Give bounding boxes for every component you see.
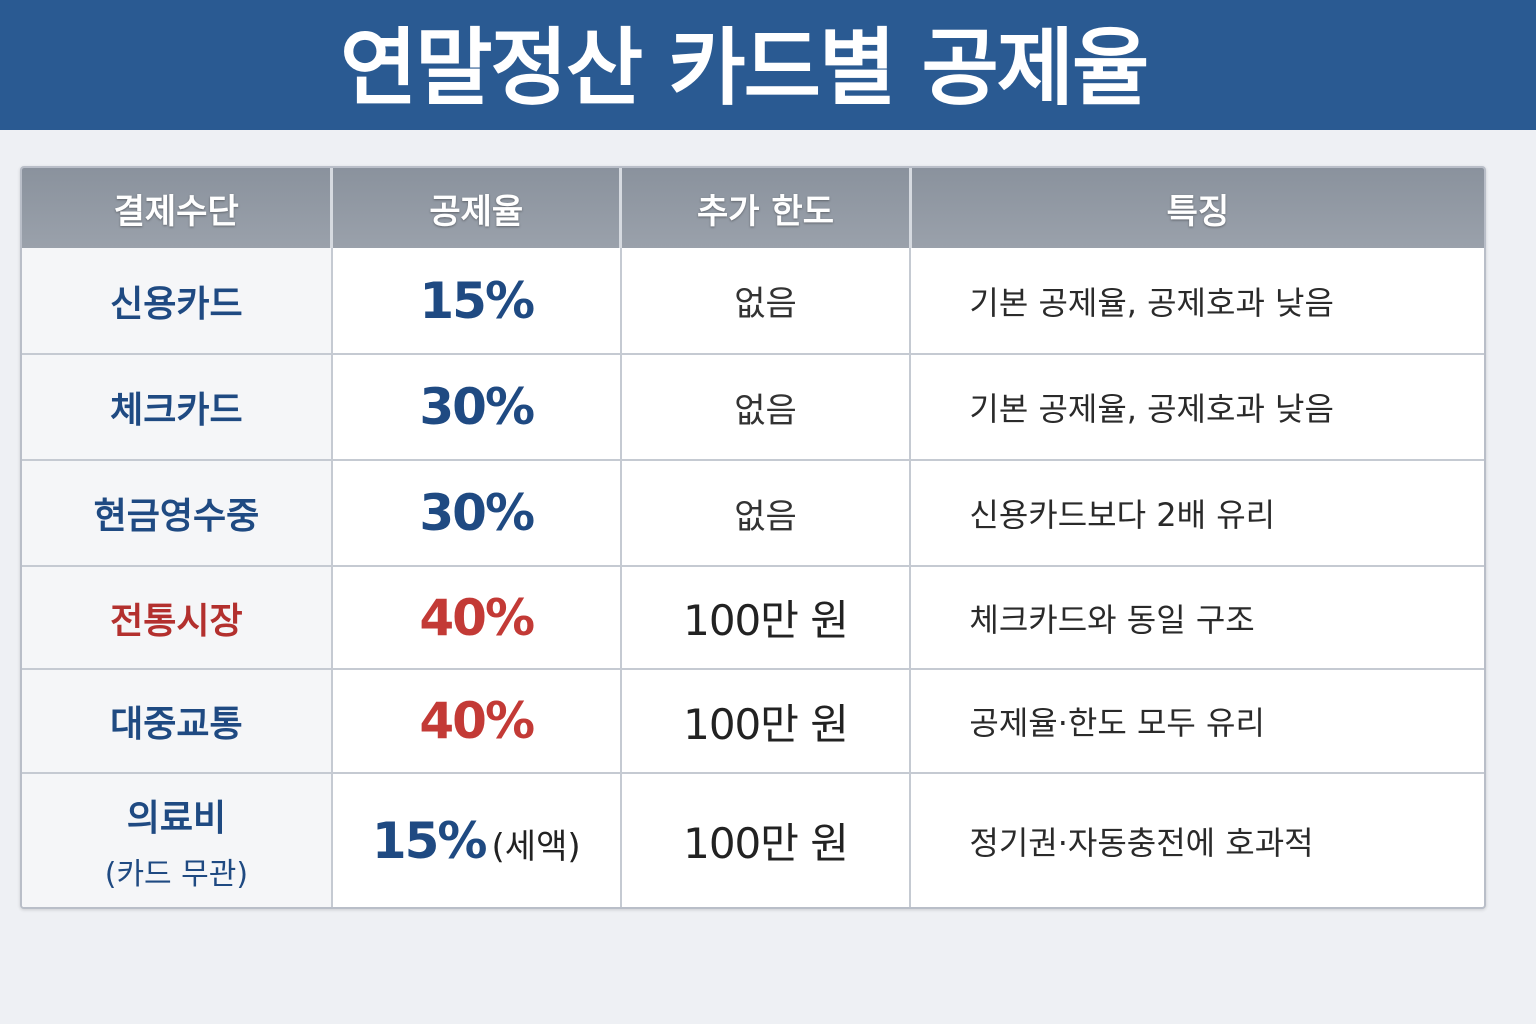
method-label: 신용카드 [110, 283, 243, 325]
rate-cell: 15% (세액) [331, 773, 622, 907]
method-label: 의료비 [126, 797, 227, 839]
method-sublabel: (카드 무관) [104, 856, 249, 892]
limit-cell: 없음 [620, 354, 912, 461]
limit-value: 없음 [734, 284, 797, 324]
limit-value: 없음 [734, 496, 797, 537]
header-features: 특징 [910, 168, 1484, 248]
title-banner: 연말정산 카드별 공제율 [0, 0, 1536, 130]
limit-cell: 없음 [620, 248, 912, 355]
feature-cell: 공제율·한도 모두 유리 [910, 669, 1484, 774]
method-label: 대중교통 [110, 704, 243, 745]
limit-cell: 100만 원 [620, 669, 912, 774]
method-label: 체크카드 [110, 390, 243, 431]
rate-cell: 30% [331, 354, 622, 461]
limit-value: 100만 원 [683, 699, 849, 749]
rate-note: (세액) [491, 826, 581, 867]
rate-value: 40% [419, 692, 535, 750]
feature-cell: 기본 공제율, 공제호과 낮음 [910, 354, 1484, 461]
rate-value: 40% [419, 588, 535, 647]
rate-cell: 40% [331, 669, 622, 774]
limit-value: 100만 원 [683, 819, 849, 868]
limit-value: 100만 원 [683, 596, 849, 645]
feature-cell: 정기권·자동충전에 호과적 [969, 823, 1314, 862]
method-label: 현금영수중 [93, 496, 260, 537]
feature-cell: 체크카드와 동일 구조 [910, 566, 1484, 670]
table-row: 전통시장 40% 100만 원 체크카드와 동일 구조 [22, 566, 1484, 670]
method-cell: 신용카드 [22, 248, 333, 355]
deduction-table: 결제수단 공제율 추가 한도 특징 신용카드 15% 없음 기본 공제율, 공제… [20, 166, 1486, 909]
header-deduction-rate: 공제율 [331, 168, 623, 248]
rate-value: 15% [371, 811, 488, 870]
rate-value: 15% [419, 271, 535, 330]
feature-cell: 신용카드보다 2배 유리 [910, 460, 1484, 567]
method-cell: 체크카드 [22, 354, 333, 461]
table-header-row: 결제수단 공제율 추가 한도 특징 [22, 168, 1484, 248]
rate-cell: 30% [331, 460, 622, 567]
method-label: 전통시장 [110, 600, 243, 642]
rate-cell: 40% [331, 566, 622, 670]
limit-value: 없음 [734, 390, 797, 431]
header-extra-limit: 추가 한도 [620, 168, 912, 248]
feature-cell: 기본 공제율, 공제호과 낮음 [910, 248, 1484, 355]
deduction-table-grid: 결제수단 공제율 추가 한도 특징 신용카드 15% 없음 기본 공제율, 공제… [22, 168, 1484, 907]
rate-value: 30% [419, 378, 535, 436]
table-row: 의료비 (카드 무관) 15% (세액) 100만 원 정기권·자동충전에 호과적 [22, 773, 1484, 907]
rate-value: 30% [419, 484, 535, 542]
method-cell: 대중교통 [22, 669, 333, 774]
limit-cell: 100만 원 [620, 773, 912, 907]
method-cell: 전통시장 [22, 566, 333, 670]
table-row: 신용카드 15% 없음 기본 공제율, 공제호과 낮음 [22, 248, 1484, 355]
header-payment-method: 결제수단 [22, 168, 334, 248]
table-row: 대중교통 40% 100만 원 공제율·한도 모두 유리 [22, 669, 1484, 774]
table-row: 현금영수중 30% 없음 신용카드보다 2배 유리 [22, 460, 1484, 567]
limit-cell: 100만 원 [620, 566, 912, 670]
page-title: 연말정산 카드별 공제율 [340, 19, 1149, 117]
method-cell: 현금영수중 [22, 460, 333, 567]
table-row: 체크카드 30% 없음 기본 공제율, 공제호과 낮음 [22, 354, 1484, 461]
limit-cell: 없음 [620, 460, 912, 567]
rate-cell: 15% [331, 248, 622, 355]
method-cell: 의료비 (카드 무관) [22, 773, 333, 907]
